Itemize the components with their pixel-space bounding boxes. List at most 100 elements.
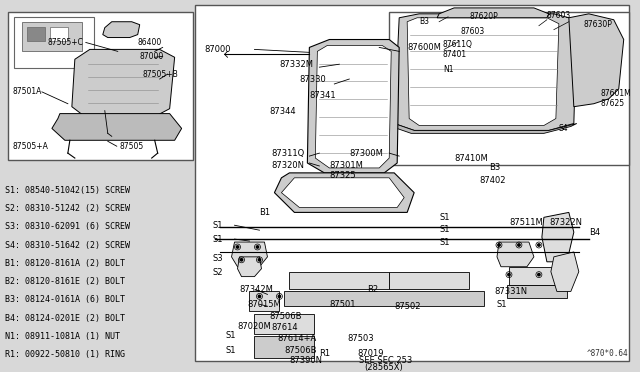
Bar bbox=[14, 17, 94, 68]
Text: 87331N: 87331N bbox=[494, 287, 527, 296]
Bar bbox=[284, 291, 484, 306]
Text: B2: B2 bbox=[367, 285, 378, 294]
Text: 87325: 87325 bbox=[330, 171, 356, 180]
Text: 87625: 87625 bbox=[601, 99, 625, 108]
Text: S2: 08310-51242 (2) SCREW: S2: 08310-51242 (2) SCREW bbox=[5, 204, 130, 213]
Polygon shape bbox=[407, 18, 559, 125]
Text: B3: B3 bbox=[489, 163, 500, 173]
Bar bbox=[389, 12, 628, 165]
Text: 87020M: 87020M bbox=[237, 321, 271, 330]
Text: 87503: 87503 bbox=[348, 334, 374, 343]
Text: 87322N: 87322N bbox=[549, 218, 582, 227]
Text: 87344: 87344 bbox=[269, 107, 296, 116]
Text: S1: 08540-51042(15) SCREW: S1: 08540-51042(15) SCREW bbox=[5, 186, 130, 195]
Text: 87501A: 87501A bbox=[13, 87, 42, 96]
Text: 87506B: 87506B bbox=[269, 312, 302, 321]
Text: S1: S1 bbox=[212, 235, 223, 244]
Text: S1: S1 bbox=[439, 213, 450, 222]
Text: 87630P: 87630P bbox=[584, 20, 612, 29]
Text: S3: 08310-62091 (6) SCREW: S3: 08310-62091 (6) SCREW bbox=[5, 222, 130, 231]
Text: B2: 08120-8161E (2) BOLT: B2: 08120-8161E (2) BOLT bbox=[5, 277, 125, 286]
Text: S1: S1 bbox=[439, 238, 450, 247]
Bar bbox=[8, 12, 193, 160]
Circle shape bbox=[538, 273, 540, 276]
Text: B1: 08120-8161A (2) BOLT: B1: 08120-8161A (2) BOLT bbox=[5, 259, 125, 268]
Circle shape bbox=[259, 295, 260, 298]
Text: 87332M: 87332M bbox=[280, 60, 314, 69]
Text: 87300M: 87300M bbox=[349, 149, 383, 158]
Text: 87505+B: 87505+B bbox=[143, 70, 179, 78]
Polygon shape bbox=[437, 8, 549, 18]
Text: B4: 08124-0201E (2) BOLT: B4: 08124-0201E (2) BOLT bbox=[5, 314, 125, 323]
Text: 87601M: 87601M bbox=[601, 89, 632, 98]
Text: 86400: 86400 bbox=[138, 38, 162, 47]
Polygon shape bbox=[103, 22, 140, 38]
Text: N1: N1 bbox=[443, 65, 454, 74]
Bar bbox=[27, 27, 45, 42]
Text: 87505: 87505 bbox=[120, 142, 144, 151]
Text: 87401: 87401 bbox=[442, 50, 466, 59]
Text: 87019: 87019 bbox=[357, 349, 384, 358]
Polygon shape bbox=[232, 242, 268, 267]
Text: R1: 00922-50810 (1) RING: R1: 00922-50810 (1) RING bbox=[5, 350, 125, 359]
Text: S3: S3 bbox=[212, 254, 223, 263]
Text: (28565X): (28565X) bbox=[364, 363, 403, 372]
Text: ^870*0.64: ^870*0.64 bbox=[587, 349, 628, 357]
Circle shape bbox=[518, 244, 520, 246]
Circle shape bbox=[538, 244, 540, 246]
Text: 87390N: 87390N bbox=[289, 356, 323, 365]
Text: S1: S1 bbox=[212, 221, 223, 230]
Bar bbox=[507, 285, 567, 298]
Text: 87614: 87614 bbox=[271, 324, 298, 333]
Text: 87603: 87603 bbox=[547, 11, 571, 20]
Text: N1: 08911-1081A (1) NUT: N1: 08911-1081A (1) NUT bbox=[5, 332, 120, 341]
Text: 87410M: 87410M bbox=[454, 154, 488, 163]
Polygon shape bbox=[237, 257, 262, 277]
Text: 87000: 87000 bbox=[140, 52, 164, 61]
Polygon shape bbox=[542, 212, 574, 262]
Text: B1: B1 bbox=[259, 208, 271, 217]
Polygon shape bbox=[569, 14, 624, 107]
Circle shape bbox=[236, 246, 239, 248]
Text: SEE SEC.253: SEE SEC.253 bbox=[359, 356, 413, 365]
Bar bbox=[255, 314, 314, 334]
Bar bbox=[22, 22, 82, 51]
Text: 87506B: 87506B bbox=[284, 346, 317, 355]
Polygon shape bbox=[551, 252, 579, 291]
Bar bbox=[255, 336, 314, 357]
Text: 87330: 87330 bbox=[300, 74, 326, 84]
Text: S2: S2 bbox=[212, 268, 223, 277]
Text: 87505+C: 87505+C bbox=[48, 38, 84, 47]
Polygon shape bbox=[307, 39, 399, 173]
Text: 87000: 87000 bbox=[205, 45, 231, 54]
Text: 87342M: 87342M bbox=[239, 285, 273, 294]
Bar bbox=[195, 5, 628, 360]
Text: B3: B3 bbox=[419, 17, 429, 26]
Text: 87611Q: 87611Q bbox=[442, 40, 472, 49]
Bar bbox=[389, 272, 469, 289]
Circle shape bbox=[240, 259, 243, 261]
Polygon shape bbox=[394, 14, 577, 131]
Text: 87402: 87402 bbox=[479, 176, 506, 185]
Text: 87301M: 87301M bbox=[330, 161, 364, 170]
Polygon shape bbox=[282, 178, 404, 208]
Circle shape bbox=[256, 246, 259, 248]
Text: 87620P: 87620P bbox=[469, 12, 498, 21]
Text: B3: 08124-0161A (6) BOLT: B3: 08124-0161A (6) BOLT bbox=[5, 295, 125, 304]
Circle shape bbox=[278, 295, 280, 298]
Polygon shape bbox=[497, 242, 534, 267]
Text: 87614+A: 87614+A bbox=[277, 334, 317, 343]
Text: 87311Q: 87311Q bbox=[271, 149, 305, 158]
Text: 87502: 87502 bbox=[394, 302, 420, 311]
Text: 87015M: 87015M bbox=[248, 300, 281, 309]
Text: 87501: 87501 bbox=[330, 300, 356, 309]
Bar bbox=[50, 27, 68, 42]
Circle shape bbox=[498, 244, 500, 246]
Text: 87600M: 87600M bbox=[407, 43, 441, 52]
Text: S4: 08310-51642 (2) SCREW: S4: 08310-51642 (2) SCREW bbox=[5, 241, 130, 250]
Circle shape bbox=[259, 259, 260, 261]
Bar bbox=[250, 291, 280, 311]
Text: S1: S1 bbox=[439, 225, 450, 234]
Bar bbox=[289, 272, 389, 289]
Text: 87511M: 87511M bbox=[509, 218, 543, 227]
